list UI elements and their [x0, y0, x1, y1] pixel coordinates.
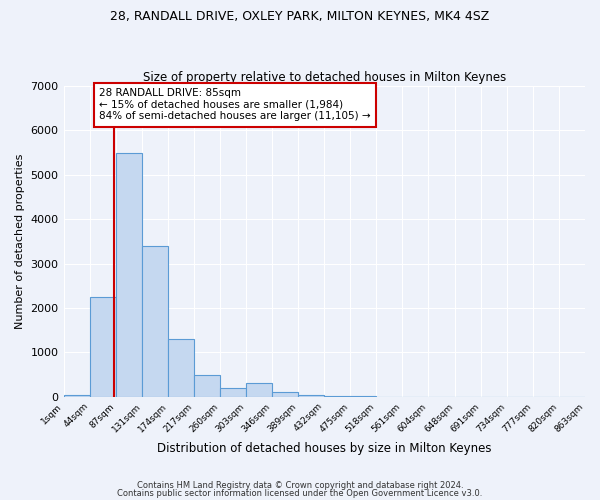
- Y-axis label: Number of detached properties: Number of detached properties: [15, 154, 25, 329]
- Bar: [64, 394, 89, 396]
- Bar: [246, 384, 272, 396]
- X-axis label: Distribution of detached houses by size in Milton Keynes: Distribution of detached houses by size …: [157, 442, 491, 455]
- Text: 28, RANDALL DRIVE, OXLEY PARK, MILTON KEYNES, MK4 4SZ: 28, RANDALL DRIVE, OXLEY PARK, MILTON KE…: [110, 10, 490, 23]
- Bar: [168, 339, 194, 396]
- Bar: [220, 388, 246, 396]
- Bar: [142, 246, 168, 396]
- Text: 28 RANDALL DRIVE: 85sqm
← 15% of detached houses are smaller (1,984)
84% of semi: 28 RANDALL DRIVE: 85sqm ← 15% of detache…: [99, 88, 371, 122]
- Text: Contains public sector information licensed under the Open Government Licence v3: Contains public sector information licen…: [118, 488, 482, 498]
- Text: Contains HM Land Registry data © Crown copyright and database right 2024.: Contains HM Land Registry data © Crown c…: [137, 481, 463, 490]
- Bar: [194, 374, 220, 396]
- Bar: [298, 394, 324, 396]
- Bar: [89, 297, 116, 396]
- Bar: [272, 392, 298, 396]
- Title: Size of property relative to detached houses in Milton Keynes: Size of property relative to detached ho…: [143, 70, 506, 84]
- Bar: [116, 152, 142, 396]
